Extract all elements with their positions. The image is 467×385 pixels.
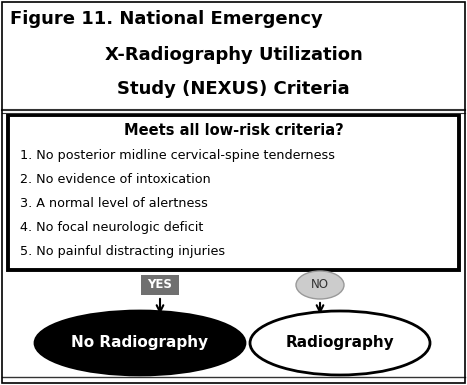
Text: 5. No painful distracting injuries: 5. No painful distracting injuries bbox=[20, 245, 225, 258]
Text: X-Radiography Utilization: X-Radiography Utilization bbox=[105, 46, 362, 64]
Text: 3. A normal level of alertness: 3. A normal level of alertness bbox=[20, 197, 208, 210]
Ellipse shape bbox=[35, 311, 245, 375]
Text: Meets all low-risk criteria?: Meets all low-risk criteria? bbox=[124, 123, 343, 138]
Ellipse shape bbox=[296, 271, 344, 299]
FancyBboxPatch shape bbox=[8, 115, 459, 270]
Text: 1. No posterior midline cervical-spine tenderness: 1. No posterior midline cervical-spine t… bbox=[20, 149, 335, 162]
FancyBboxPatch shape bbox=[2, 4, 465, 113]
Text: 4. No focal neurologic deficit: 4. No focal neurologic deficit bbox=[20, 221, 203, 234]
Ellipse shape bbox=[250, 311, 430, 375]
Text: YES: YES bbox=[148, 278, 172, 291]
Text: Figure 11. National Emergency: Figure 11. National Emergency bbox=[10, 10, 323, 28]
Text: NO: NO bbox=[311, 278, 329, 291]
Text: Study (NEXUS) Criteria: Study (NEXUS) Criteria bbox=[117, 80, 350, 98]
Text: 2. No evidence of intoxication: 2. No evidence of intoxication bbox=[20, 173, 211, 186]
Text: Radiography: Radiography bbox=[286, 335, 394, 350]
FancyBboxPatch shape bbox=[141, 275, 179, 295]
Text: No Radiography: No Radiography bbox=[71, 335, 209, 350]
